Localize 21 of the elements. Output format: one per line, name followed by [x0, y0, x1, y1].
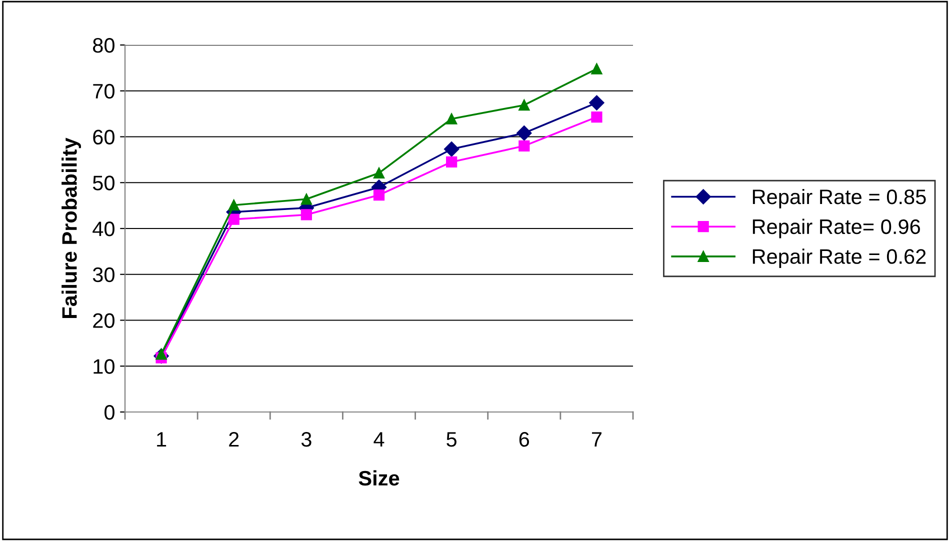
- legend-label: Repair Rate = 0.62: [752, 248, 926, 268]
- x-tick-label: 6: [519, 432, 530, 447]
- legend-label: Repair Rate= 0.96: [752, 218, 920, 238]
- y-tick-label: 10: [94, 359, 114, 374]
- y-tick-label: 30: [92, 267, 114, 282]
- y-tick-label: 0: [104, 405, 114, 420]
- y-tick-label: 80: [93, 38, 114, 53]
- y-tick-label: 50: [92, 176, 114, 190]
- x-tick-label: 4: [374, 432, 384, 447]
- y-tick-label: 70: [93, 84, 114, 99]
- x-tick-label: 5: [446, 432, 456, 447]
- legend-label: Repair Rate = 0.85: [752, 188, 926, 208]
- x-tick-label: 2: [229, 432, 239, 447]
- x-axis-title: Size: [358, 470, 400, 486]
- x-tick-label: 3: [301, 432, 312, 447]
- y-tick-label: 60: [93, 130, 114, 145]
- y-axis-title: Failure Probability: [62, 138, 81, 318]
- x-tick-label: 1: [157, 432, 166, 447]
- y-tick-label: 20: [93, 313, 114, 328]
- x-tick-label: 7: [592, 432, 602, 447]
- y-tick-label: 40: [92, 222, 114, 236]
